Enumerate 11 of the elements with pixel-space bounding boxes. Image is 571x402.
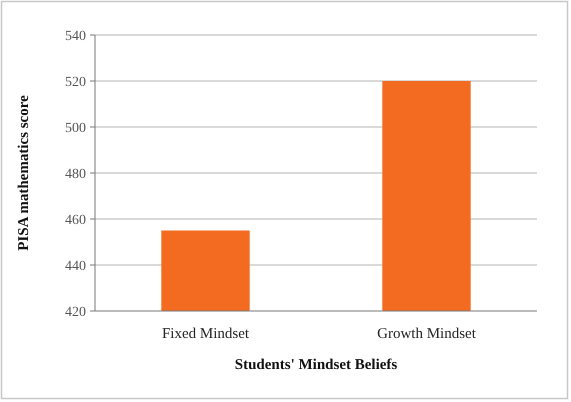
y-tick-label: 440	[65, 258, 86, 274]
y-tick-label: 420	[65, 304, 86, 320]
x-axis-title: Students' Mindset Beliefs	[234, 357, 398, 373]
y-tick-label: 500	[65, 120, 86, 136]
y-tick-label: 460	[65, 212, 86, 228]
x-tick-label: Fixed Mindset	[162, 326, 250, 342]
y-tick-label: 480	[65, 166, 86, 182]
y-tick-label: 520	[65, 74, 86, 90]
x-tick-label: Growth Mindset	[377, 326, 477, 342]
y-tick-label: 540	[65, 28, 86, 44]
y-axis-title: PISA mathematics score	[16, 94, 32, 251]
